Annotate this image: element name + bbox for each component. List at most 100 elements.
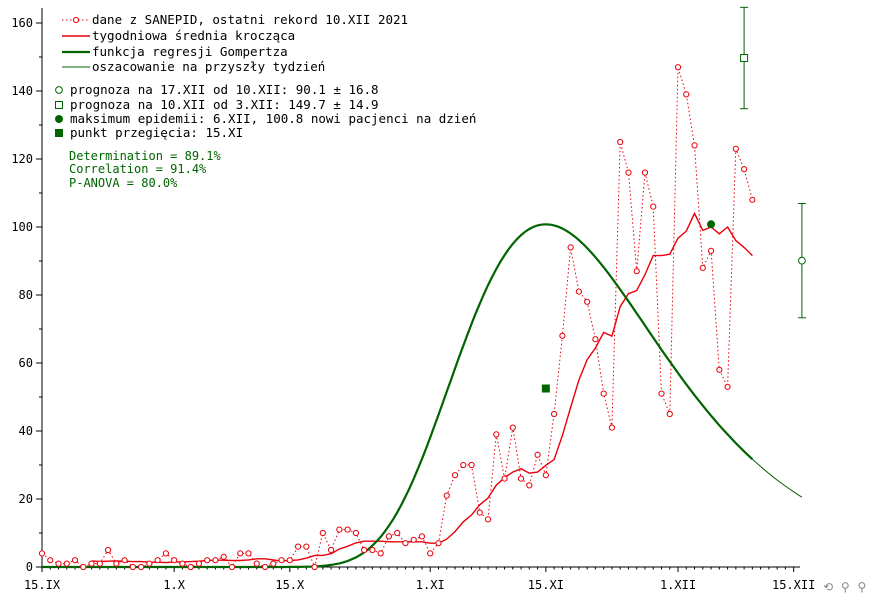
data-point: [402, 540, 409, 547]
data-point: [741, 166, 748, 173]
note-inflection-text: punkt przegięcia: 15.XI: [70, 125, 243, 140]
data-point: [724, 383, 731, 390]
data-point: [683, 91, 690, 98]
data-point: [113, 560, 120, 567]
toolbar: ⟲ ⚲ ⚲: [823, 580, 868, 594]
stat-determination: Determination = 89.1%: [69, 149, 221, 163]
data-point: [220, 553, 227, 560]
data-point: [311, 563, 318, 571]
legend-label-moving-average: tygodniowa średnia krocząca: [92, 28, 295, 43]
y-tick-label: 60: [19, 356, 33, 370]
data-point: [468, 461, 475, 469]
undo-icon[interactable]: ⟲: [823, 580, 836, 594]
data-point: [641, 169, 649, 176]
data-point: [650, 203, 657, 210]
data-point: [129, 563, 136, 571]
data-point: [427, 550, 434, 557]
data-point: [732, 145, 739, 152]
legend-entry-gompertz: funkcja regresji Gompertza: [62, 44, 288, 59]
data-point: [237, 550, 244, 557]
note-forecast-17xii-text: prognoza na 17.XII od 10.XII: 90.1 ± 16.…: [70, 82, 379, 97]
legend-label-gompertz: funkcja regresji Gompertza: [92, 44, 288, 59]
y-tick-label: 160: [11, 16, 33, 30]
forecast-17xii-marker: [798, 256, 806, 265]
data-point: [63, 560, 70, 567]
data-point: [674, 64, 682, 71]
x-tick-label: 1.XII: [660, 578, 696, 592]
legend-label-forecast: oszacowanie na przyszły tydzień: [92, 59, 325, 74]
data-point: [699, 264, 706, 271]
data-point: [270, 560, 277, 567]
data-point: [394, 529, 401, 537]
data-point: [592, 336, 599, 343]
note-maximum-text: maksimum epidemii: 6.XII, 100.8 nowi pac…: [70, 111, 476, 126]
y-tick-label: 20: [19, 492, 33, 506]
x-tick-label: 1.XI: [416, 578, 445, 592]
note-forecast-10xii-text: prognoza na 10.XII od 3.XII: 149.7 ± 14.…: [70, 97, 379, 112]
data-point: [286, 557, 293, 564]
data-point: [303, 543, 310, 550]
x-tick-label: 15.IX: [24, 578, 61, 592]
data-point: [71, 557, 79, 564]
data-point: [418, 533, 426, 540]
data-point: [707, 247, 715, 254]
data-point: [476, 509, 483, 516]
forecast-curve: [752, 458, 803, 498]
data-point: [484, 516, 492, 523]
data-point: [162, 550, 169, 557]
y-tick-label: 40: [19, 424, 33, 438]
data-point: [517, 475, 525, 482]
data-point: [328, 546, 335, 554]
data-point: [171, 557, 178, 564]
data-point: [385, 533, 393, 540]
data-point: [691, 142, 698, 149]
y-tick-label: 140: [11, 84, 33, 98]
data-point: [559, 332, 566, 339]
x-tick-label: 15.XII: [772, 578, 815, 592]
data-point: [575, 288, 583, 295]
data-point: [584, 298, 591, 305]
data-point: [460, 461, 467, 469]
data-point: [749, 196, 756, 203]
y-tick-label: 0: [26, 560, 33, 574]
data-point: [187, 563, 194, 571]
forecast-10xii-marker: [740, 54, 749, 63]
data-point: [96, 560, 103, 567]
data-point: [435, 540, 442, 547]
chart-axes: 0 20 40 60 80 100 120 140 160 15.IX 1.X 15.X 1.XI 15.…: [11, 8, 815, 592]
data-point: [443, 492, 450, 499]
zoom-out-icon[interactable]: ⚲: [840, 580, 852, 594]
data-point: [608, 424, 616, 431]
data-point: [410, 536, 417, 543]
data-point: [195, 560, 203, 567]
stat-panova: P-ANOVA = 80.0%: [69, 176, 178, 190]
data-point: [154, 557, 161, 564]
data-point: [451, 472, 459, 479]
data-point: [369, 546, 376, 554]
data-point: [617, 138, 624, 146]
data-point: [204, 557, 211, 564]
chart-legend: dane z SANEPID, ostatni rekord 10.XII 20…: [55, 12, 476, 190]
x-tick-label: 15.X: [275, 578, 305, 592]
data-point: [38, 550, 46, 557]
y-tick-label: 80: [19, 288, 33, 302]
data-point: [361, 546, 368, 554]
data-point: [228, 563, 236, 571]
data-point: [600, 390, 607, 397]
data-point: [146, 560, 153, 567]
data-point: [633, 268, 640, 275]
data-point: [666, 410, 673, 418]
data-point: [658, 390, 665, 397]
stat-correlation: Correlation = 91.4%: [69, 162, 207, 176]
data-point: [501, 475, 508, 482]
legend-entry-forecast: oszacowanie na przyszły tydzień: [62, 59, 325, 74]
note-forecast-17xii: prognoza na 17.XII od 10.XII: 90.1 ± 16.…: [55, 82, 379, 97]
zoom-in-icon[interactable]: ⚲: [857, 580, 869, 594]
legend-entry-data: dane z SANEPID, ostatni rekord 10.XII 20…: [62, 12, 408, 27]
chart-marks: [38, 6, 806, 571]
data-point: [253, 560, 260, 567]
data-point: [567, 244, 574, 251]
data-point: [179, 560, 186, 567]
data-point: [344, 526, 351, 533]
